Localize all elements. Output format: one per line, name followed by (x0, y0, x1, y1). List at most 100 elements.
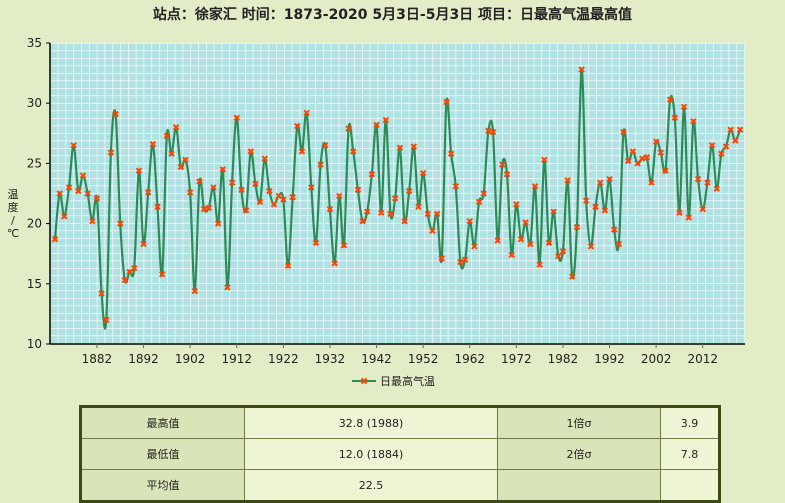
data-point (648, 179, 655, 186)
data-point (168, 150, 175, 157)
y-tick-label: 35 (27, 36, 42, 50)
data-point (704, 179, 711, 186)
data-point (610, 226, 618, 233)
x-tick-label: 1962 (454, 352, 485, 366)
data-point (443, 98, 450, 106)
y-tick-label: 15 (27, 277, 42, 291)
data-point (186, 189, 194, 196)
data-point (70, 142, 77, 149)
data-point (480, 190, 487, 197)
sigma1-label: 1倍σ (497, 406, 661, 439)
x-tick-label: 1892 (128, 352, 159, 366)
empty-cell (660, 469, 720, 502)
x-tick-label: 1942 (361, 352, 392, 366)
data-point (732, 137, 739, 144)
data-point (350, 148, 357, 155)
data-point (666, 96, 674, 103)
data-point (261, 155, 268, 162)
x-tick-label: 1982 (548, 352, 579, 366)
chart-title: 站点：徐家汇 时间：1873-2020 5月3日-5月3日 项目：日最高气温最高… (152, 7, 633, 23)
data-point (210, 184, 217, 191)
empty-cell (497, 469, 661, 502)
data-point (117, 220, 124, 227)
data-point (387, 210, 394, 218)
data-point (200, 205, 208, 213)
sigma1-value: 3.9 (660, 406, 720, 439)
y-tick-label: 20 (27, 217, 42, 231)
data-point (615, 240, 623, 248)
data-point (433, 210, 441, 218)
data-point (522, 219, 529, 226)
data-point (405, 187, 413, 195)
data-point (191, 287, 199, 295)
data-point (172, 124, 180, 131)
data-point (345, 125, 352, 132)
data-point (331, 260, 338, 267)
data-point (508, 251, 515, 259)
y-tick-label: 30 (27, 96, 42, 110)
max-value: 32.8 (1988) (244, 406, 498, 439)
data-point (252, 180, 259, 188)
data-point (461, 256, 469, 263)
sigma2-value: 7.8 (660, 438, 720, 470)
data-point (452, 183, 459, 190)
data-point (336, 192, 343, 200)
data-point (233, 114, 240, 121)
data-point (634, 160, 641, 167)
data-point (536, 261, 543, 268)
data-point (722, 143, 730, 150)
data-point (359, 217, 366, 225)
data-point (98, 290, 105, 297)
x-tick-label: 1992 (594, 352, 625, 366)
data-point (196, 178, 203, 185)
y-axis-label: 温度 / ℃ (6, 188, 20, 240)
mean-label: 平均值 (80, 469, 245, 502)
data-point (564, 177, 571, 184)
data-point (541, 156, 548, 163)
data-point (391, 195, 399, 202)
data-point (238, 186, 245, 194)
data-point (228, 179, 236, 186)
x-tick-label: 1902 (175, 352, 206, 366)
data-point (242, 207, 250, 214)
data-point (489, 128, 497, 136)
data-point (657, 149, 664, 156)
data-point (182, 156, 189, 163)
data-point (601, 207, 609, 214)
data-point (676, 209, 683, 216)
data-point (396, 144, 404, 151)
data-point (289, 193, 296, 201)
table-row: 平均值 22.5 (80, 469, 720, 502)
data-point (718, 150, 725, 157)
line-chart: 10 15 20 25 30 35 1882 1892 1902 1912 1922 1932 1942… (27, 36, 745, 388)
data-point (340, 242, 348, 249)
data-point (503, 171, 511, 178)
data-point (224, 284, 231, 291)
data-point (205, 204, 212, 212)
data-point (107, 149, 115, 156)
x-tick-label: 1952 (408, 352, 439, 366)
data-point (494, 237, 501, 244)
data-point (368, 171, 376, 178)
data-point (89, 217, 96, 225)
data-point (256, 198, 264, 206)
data-point (163, 132, 171, 139)
data-point (429, 227, 436, 235)
data-point (112, 110, 119, 118)
data-point (685, 214, 692, 221)
data-point (121, 276, 129, 284)
legend-marker (360, 377, 368, 385)
data-point (298, 148, 306, 155)
data-point (662, 167, 669, 174)
data-point (736, 126, 744, 133)
data-point (294, 122, 301, 130)
data-point (527, 240, 534, 248)
y-tick-label: 10 (27, 337, 42, 351)
data-point (75, 187, 82, 195)
mean-value: 22.5 (244, 469, 498, 502)
data-point (513, 201, 520, 208)
data-point (65, 184, 73, 191)
data-point (410, 143, 418, 150)
data-point (583, 197, 590, 204)
data-point (475, 198, 483, 206)
